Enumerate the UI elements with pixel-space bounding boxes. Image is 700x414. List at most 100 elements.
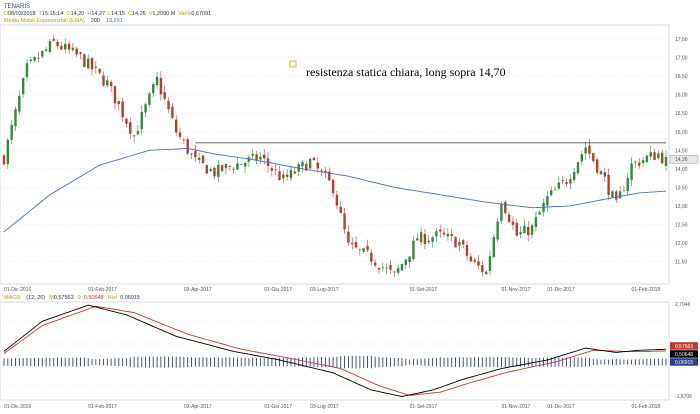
candle-body <box>469 256 473 262</box>
x-tick-label: 01-Set-2017 <box>410 404 438 410</box>
candle-body <box>488 256 492 271</box>
header-date: 08/03/2018 <box>8 11 36 17</box>
candle-body <box>412 240 415 259</box>
candle-body <box>293 171 297 174</box>
candle-body <box>458 241 461 246</box>
y-tick-label: 2,7046 <box>675 302 691 308</box>
candle-body <box>125 118 128 124</box>
candle-body <box>645 155 649 163</box>
candle-body <box>155 76 159 86</box>
candle-body <box>530 225 534 235</box>
candle-body <box>21 78 25 95</box>
candle-body <box>25 63 29 78</box>
candle-body <box>132 135 136 137</box>
candle-body <box>465 245 469 256</box>
candle-body <box>385 267 388 269</box>
candle-body <box>622 190 626 192</box>
y-tick-label: 14,00 <box>675 167 688 173</box>
candle-body <box>167 100 170 110</box>
value-box-label: 0,57563 <box>675 344 693 350</box>
candle-body <box>209 168 212 172</box>
candle-body <box>362 248 365 252</box>
candle-body <box>507 214 511 222</box>
candle-body <box>190 153 193 155</box>
candle-body <box>240 164 243 165</box>
candle-body <box>603 172 606 177</box>
candle-body <box>354 242 358 248</box>
price-y-axis: 11,50 12,00 12,50 13,00 13,50 14,00 14,50 15,00… <box>675 37 688 265</box>
price-panel: 11,50 12,00 12,50 13,00 13,50 14,00 14,50 15,00… <box>0 24 699 293</box>
hist-label: Hist <box>108 295 118 301</box>
y-tick-label: 17,50 <box>675 37 688 43</box>
macd-grid <box>0 321 669 387</box>
candle-body <box>270 168 274 171</box>
candle-body <box>236 163 239 170</box>
svg-text:Media Mobili Esponenziali (EMA: Media Mobili Esponenziali (EMA) 200 13,291 <box>4 18 123 24</box>
header-low: 14,15 <box>111 11 125 17</box>
candle-body <box>553 189 557 191</box>
macd-y-axis: 2,7046 -1,6706 <box>675 302 692 400</box>
x-tick-label: 01-Feb-2018 <box>632 404 661 410</box>
candle-body <box>565 181 568 184</box>
candle-body <box>595 159 599 173</box>
candle-body <box>492 236 496 258</box>
candle-body <box>431 237 434 242</box>
candle-body <box>454 237 457 248</box>
candle-body <box>201 155 205 163</box>
candle-body <box>370 252 373 262</box>
candle-body <box>373 262 377 266</box>
candle-body <box>638 162 641 166</box>
y-tick-label: 12,50 <box>675 222 688 228</box>
signal-line <box>3 305 667 396</box>
y-tick-label: 11,50 <box>675 259 687 265</box>
candle-body <box>534 217 538 227</box>
candle-body <box>152 84 155 94</box>
candle-body <box>461 240 465 245</box>
candle-body <box>377 268 381 270</box>
candle-body <box>148 93 151 105</box>
candle-body <box>251 153 254 156</box>
candle-body <box>129 122 132 134</box>
x-tick-label: 01-Feb-2017 <box>88 404 117 410</box>
price-grid <box>0 38 669 262</box>
price-x-axis: 01-Dic-2016 01-Feb-2017 03-Apr-2017 01-Giu-… <box>4 287 660 293</box>
candle-body <box>83 54 86 67</box>
candle-body <box>52 38 55 41</box>
candle-body <box>144 104 147 113</box>
macd-value-boxes: 0,57563 0,50648 0,06915 <box>670 342 698 366</box>
candle-body <box>29 59 32 62</box>
candle-body <box>178 132 182 137</box>
candle-body <box>224 164 228 169</box>
candle-body <box>504 201 507 213</box>
candle-body <box>343 213 346 230</box>
candle-body <box>282 174 285 179</box>
candle-body <box>615 191 618 200</box>
candle-body <box>557 182 561 189</box>
candle-body <box>423 234 427 245</box>
candle-body <box>546 196 549 206</box>
candle-body <box>205 165 209 174</box>
candle-body <box>331 179 335 194</box>
candle-body <box>630 163 633 180</box>
candle-body <box>305 163 308 171</box>
macd-value: 0,57563 <box>54 295 74 301</box>
candle-body <box>626 178 629 192</box>
y-tick-label: 15,50 <box>675 111 688 117</box>
candle-body <box>657 153 660 159</box>
candle-body <box>576 162 580 174</box>
x-tick-label: 01-Set-2017 <box>410 287 438 293</box>
ema-period: 200 <box>91 18 100 24</box>
candle-body <box>393 271 396 273</box>
candle-body <box>550 190 553 196</box>
candle-body <box>396 268 400 273</box>
candle-body <box>649 152 652 157</box>
y-tick-label: 12,00 <box>675 241 688 247</box>
candle-body <box>41 50 44 57</box>
candle-body <box>328 171 331 181</box>
value-box-label: 0,50648 <box>675 352 693 358</box>
x-tick-label: 01-Giu-2017 <box>264 287 292 293</box>
candle-body <box>109 81 113 87</box>
candle-body <box>366 246 369 251</box>
annotation-text: resistenza statica chiara, long sopra 14… <box>306 65 506 79</box>
